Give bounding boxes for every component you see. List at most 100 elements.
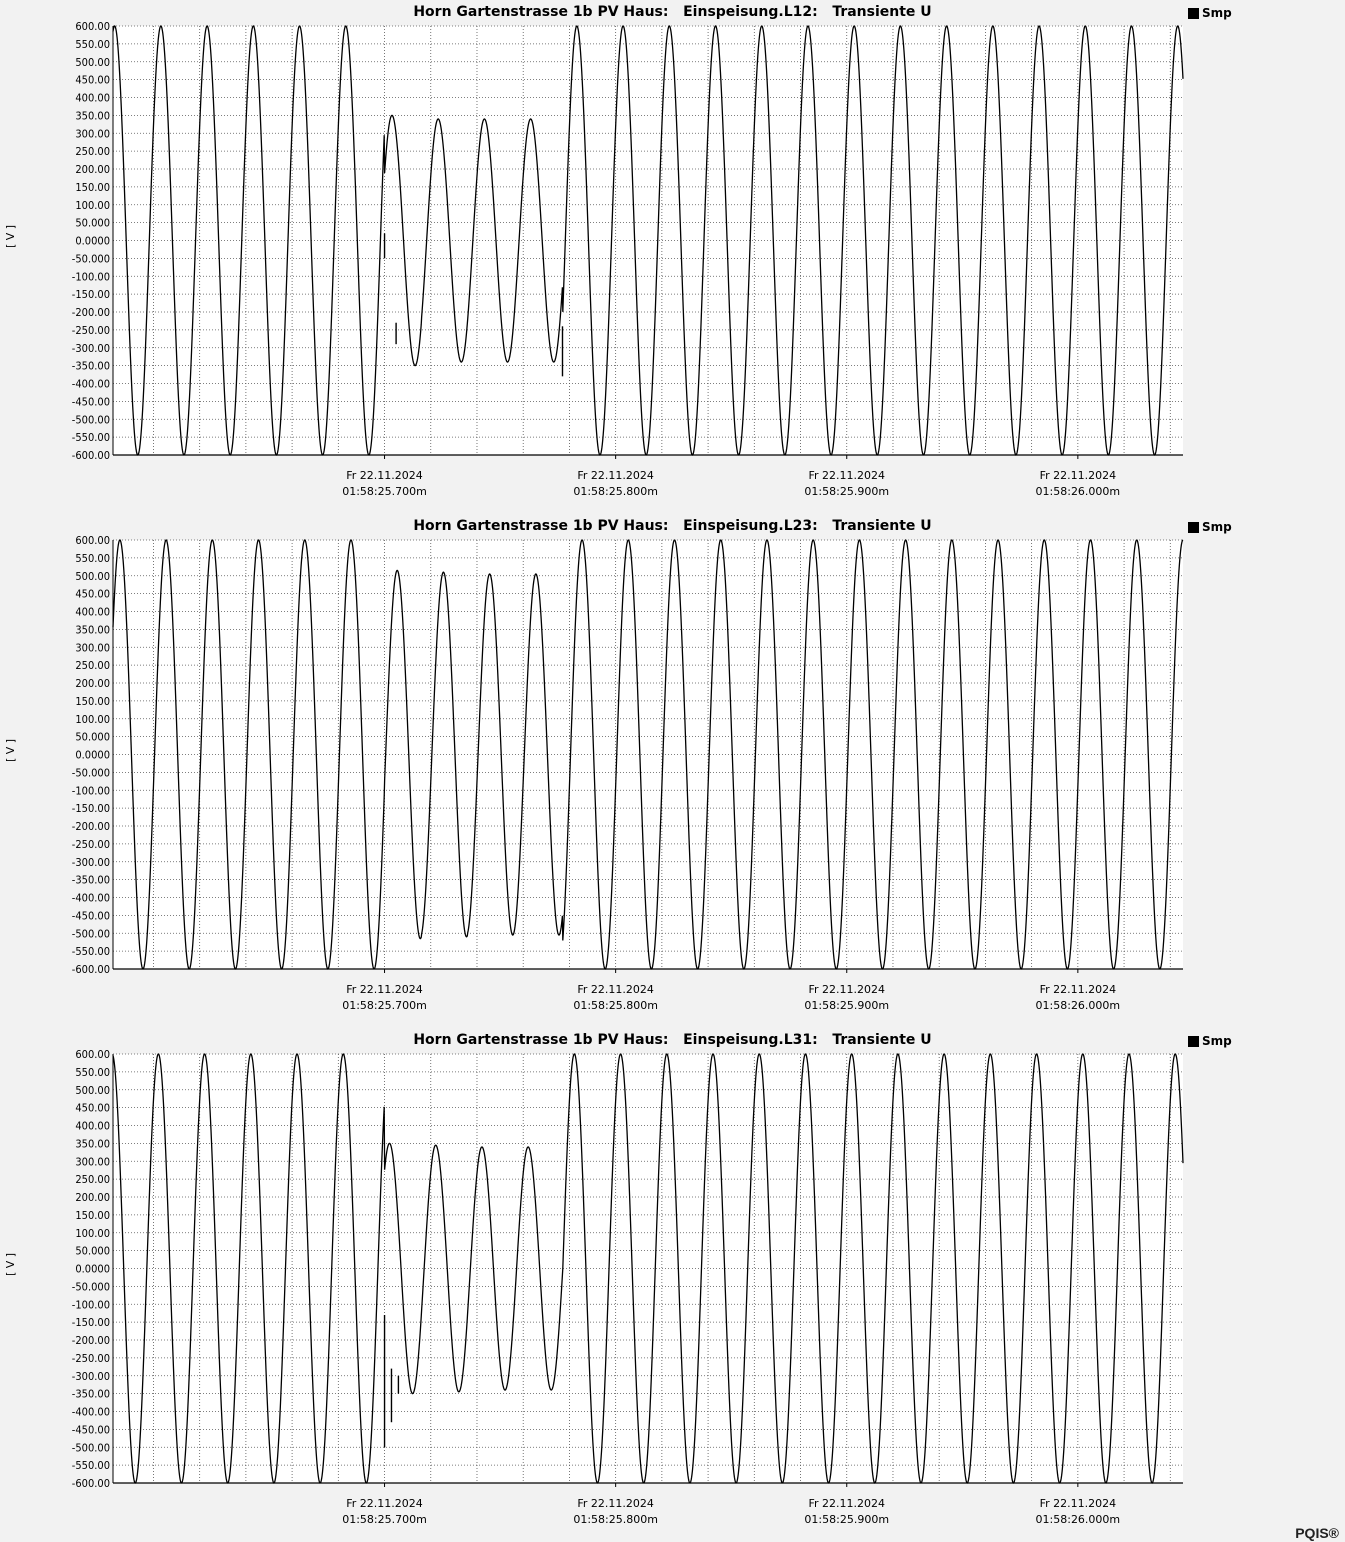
y-tick-label: -400.00 <box>72 1406 110 1419</box>
chart-svg-l23: 600.00 550.00 500.00 450.00 400.00 350.00 300.… <box>72 534 1184 1012</box>
x-tick-time: 01:58:25.700m <box>342 999 427 1012</box>
x-tick-time: 01:58:25.800m <box>573 999 658 1012</box>
x-tick-date: Fr 22.11.2024 <box>577 1497 654 1510</box>
y-tick-label: -350.00 <box>72 1388 110 1401</box>
x-tick-date: Fr 22.11.2024 <box>808 1497 885 1510</box>
y-tick-label: 450.00 <box>75 1102 110 1115</box>
y-tick-label: -300.00 <box>72 342 110 355</box>
y-tick-label: 600.00 <box>75 1048 110 1061</box>
x-tick-date: Fr 22.11.2024 <box>346 469 423 482</box>
y-tick-label: 0.0000 <box>75 235 110 248</box>
y-tick-label: 400.00 <box>75 92 110 105</box>
y-tick-label: -100.00 <box>72 784 110 797</box>
y-tick-label: 100.00 <box>75 1227 110 1240</box>
x-tick-time: 01:58:25.700m <box>342 485 427 498</box>
y-tick-label: 150.00 <box>75 181 110 194</box>
x-tick-date: Fr 22.11.2024 <box>1040 469 1117 482</box>
y-tick-label: -550.00 <box>72 431 110 444</box>
y-tick-label: -200.00 <box>72 1334 110 1347</box>
y-tick-label: -300.00 <box>72 1370 110 1383</box>
y-tick-label: -600.00 <box>72 963 110 976</box>
y-tick-label: -150.00 <box>72 288 110 301</box>
y-tick-label: 550.00 <box>75 552 110 565</box>
x-tick-date: Fr 22.11.2024 <box>1040 983 1117 996</box>
y-tick-label: 300.00 <box>75 641 110 654</box>
y-tick-label: 250.00 <box>75 145 110 158</box>
x-tick-time: 01:58:25.700m <box>342 1513 427 1526</box>
legend-swatch <box>1188 521 1199 533</box>
y-tick-label: -250.00 <box>72 838 110 851</box>
y-tick-label: 200.00 <box>75 1191 110 1204</box>
y-tick-label: -400.00 <box>72 892 110 905</box>
y-tick-label: -300.00 <box>72 856 110 869</box>
y-tick-label: -150.00 <box>72 1316 110 1329</box>
x-tick-time: 01:58:25.900m <box>804 1513 889 1526</box>
y-tick-label: -500.00 <box>72 927 110 940</box>
y-tick-label: -450.00 <box>72 395 110 408</box>
y-tick-label: 400.00 <box>75 606 110 619</box>
y-tick-label: 600.00 <box>75 20 110 33</box>
series-line-smp <box>112 539 1184 970</box>
y-tick-label: -50.000 <box>72 252 110 265</box>
legend: Smp <box>1188 520 1232 534</box>
chart-panel-l23: 600.00 550.00 500.00 450.00 400.00 350.00 300.… <box>0 514 1345 1028</box>
chart-panel-l12: 600.00 550.00 500.00 450.00 400.00 350.00 300.… <box>0 0 1345 514</box>
y-tick-label: -550.00 <box>72 1459 110 1472</box>
y-tick-label: 0.0000 <box>75 1263 110 1276</box>
legend-swatch <box>1188 1035 1199 1047</box>
y-tick-label: 250.00 <box>75 659 110 672</box>
x-tick-time: 01:58:26.000m <box>1036 999 1121 1012</box>
legend: Smp <box>1188 1034 1232 1048</box>
y-tick-label: -250.00 <box>72 324 110 337</box>
y-tick-label: 450.00 <box>75 588 110 601</box>
x-tick-date: Fr 22.11.2024 <box>577 983 654 996</box>
y-tick-label: 100.00 <box>75 713 110 726</box>
y-tick-label: 500.00 <box>75 56 110 69</box>
y-tick-label: 500.00 <box>75 1084 110 1097</box>
y-axis-label: [ V ] <box>4 224 17 248</box>
x-tick-date: Fr 22.11.2024 <box>577 469 654 482</box>
y-tick-label: -400.00 <box>72 378 110 391</box>
x-tick-time: 01:58:26.000m <box>1036 485 1121 498</box>
y-axis-label: [ V ] <box>4 1252 17 1276</box>
series-line-smp <box>112 25 1184 456</box>
x-tick-date: Fr 22.11.2024 <box>1040 1497 1117 1510</box>
y-axis-label: [ V ] <box>4 738 17 762</box>
y-tick-label: 350.00 <box>75 1137 110 1150</box>
y-tick-label: -500.00 <box>72 1441 110 1454</box>
y-tick-label: 350.00 <box>75 109 110 122</box>
legend-label: Smp <box>1202 6 1232 20</box>
y-tick-label: -450.00 <box>72 1423 110 1436</box>
chart-title: Horn Gartenstrasse 1b PV Haus: Einspeisu… <box>413 4 932 20</box>
y-tick-label: 200.00 <box>75 677 110 690</box>
x-tick-time: 01:58:26.000m <box>1036 1513 1121 1526</box>
x-tick-date: Fr 22.11.2024 <box>346 983 423 996</box>
y-tick-label: -550.00 <box>72 945 110 958</box>
legend-label: Smp <box>1202 520 1232 534</box>
y-tick-label: 100.00 <box>75 199 110 212</box>
series-line-smp <box>112 1053 1184 1484</box>
chart-svg-l31: 600.00 550.00 500.00 450.00 400.00 350.00 300.… <box>72 1048 1184 1526</box>
y-tick-label: -600.00 <box>72 449 110 462</box>
y-tick-label: 0.0000 <box>75 749 110 762</box>
y-tick-label: -50.000 <box>72 766 110 779</box>
y-tick-label: -200.00 <box>72 820 110 833</box>
y-tick-label: 550.00 <box>75 38 110 51</box>
y-tick-label: -250.00 <box>72 1352 110 1365</box>
y-tick-label: -350.00 <box>72 874 110 887</box>
y-tick-label: -100.00 <box>72 1298 110 1311</box>
y-tick-label: -500.00 <box>72 413 110 426</box>
y-tick-label: 50.000 <box>75 731 110 744</box>
legend-swatch <box>1188 7 1199 19</box>
chart-svg-l12: 600.00 550.00 500.00 450.00 400.00 350.00 300.… <box>72 20 1184 498</box>
y-tick-label: 600.00 <box>75 534 110 547</box>
y-tick-label: 450.00 <box>75 74 110 87</box>
y-tick-label: 150.00 <box>75 695 110 708</box>
y-tick-label: 300.00 <box>75 127 110 140</box>
x-tick-time: 01:58:25.900m <box>804 999 889 1012</box>
y-tick-label: 150.00 <box>75 1209 110 1222</box>
y-tick-label: -450.00 <box>72 909 110 922</box>
x-tick-date: Fr 22.11.2024 <box>808 983 885 996</box>
y-tick-label: 500.00 <box>75 570 110 583</box>
y-tick-label: -200.00 <box>72 306 110 319</box>
